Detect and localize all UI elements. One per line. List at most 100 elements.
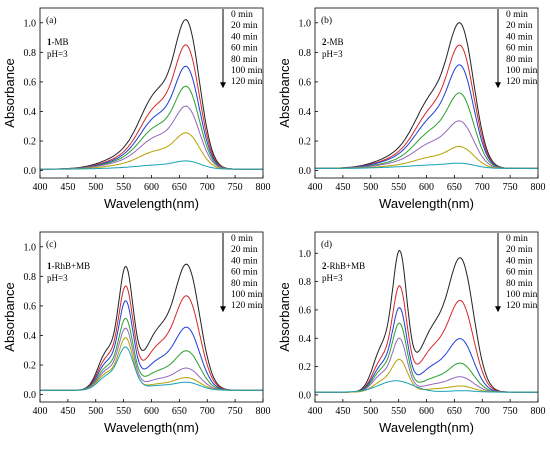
legend-entry: 20 min [506,245,533,255]
ph-label: pH=3 [322,49,343,59]
y-tick-label: 0.8 [299,277,312,288]
legend-entry: 80 min [231,279,258,289]
series-line-7 [40,346,263,391]
x-tick-label: 800 [256,406,271,417]
x-tick-label: 500 [363,406,378,417]
x-tick-label: 450 [335,182,350,193]
y-tick-label: 1.0 [24,242,37,253]
legend-entry: 100 min [231,290,263,300]
panel-2: 400 450 500 550 600 650 700 750 800 0.0 0.2 0.4 0.6 0… [277,7,546,211]
ph-label: pH=3 [47,273,68,283]
plot-frame [39,7,264,179]
series-line-4 [40,85,263,170]
x-tick-label: 500 [88,406,103,417]
sample-label: 2-RhB+MB [322,261,365,271]
legend-entry: 80 min [506,279,533,289]
x-tick-label: 400 [308,406,323,417]
y-axis-title: Absorbance [277,282,292,351]
y-axis-title: Absorbance [2,58,17,127]
x-tick-label: 600 [144,406,159,417]
legend-entry: 40 min [231,256,258,266]
legend-entry: 0 min [231,234,253,244]
x-axis-title: Wavelength(nm) [104,420,199,435]
y-tick-label: 1.0 [24,18,37,29]
y-tick-label: 0.0 [24,390,37,401]
legend-entry: 20 min [231,245,258,255]
y-axis-title: Absorbance [2,282,17,351]
legend-entry: 100 min [506,66,538,76]
series-group [40,19,263,170]
legend-entry: 100 min [231,66,263,76]
legend-entry: 60 min [231,44,258,54]
y-tick-label: 0.2 [24,361,37,372]
x-tick-label: 550 [116,406,131,417]
x-axis-title: Wavelength(nm) [379,420,474,435]
time-arrow-head [220,82,226,89]
x-tick-label: 600 [419,182,434,193]
x-axis-title: Wavelength(nm) [379,196,474,211]
series-line-2 [315,285,538,393]
plot-frame [39,231,264,403]
y-tick-label: 0.8 [24,272,37,283]
y-tick-label: 0.0 [299,166,312,177]
panel-label: (c) [46,239,57,250]
series-line-7 [315,162,538,169]
x-tick-label: 500 [88,182,103,193]
x-tick-label: 750 [503,182,518,193]
y-tick-label: 0.4 [24,331,37,342]
series-group [315,22,538,169]
plot-frame [314,231,539,403]
series-line-1 [315,22,538,169]
x-tick-label: 650 [172,406,187,417]
legend-entry: 40 min [506,256,533,266]
panel-label: (a) [46,15,57,26]
legend-entry: 0 min [231,10,253,20]
y-tick-label: 0.8 [24,48,37,59]
x-tick-label: 700 [475,406,490,417]
x-tick-label: 450 [335,406,350,417]
ph-label: pH=3 [47,49,68,59]
series-line-3 [40,300,263,391]
x-tick-label: 550 [116,182,131,193]
x-tick-label: 750 [228,406,243,417]
series-line-5 [40,105,263,170]
series-line-1 [315,249,538,393]
legend-entry: 0 min [506,10,528,20]
y-tick-label: 0.4 [299,107,312,118]
panel-label: (b) [321,15,332,26]
x-tick-label: 750 [228,182,243,193]
x-tick-label: 400 [33,406,48,417]
x-tick-label: 550 [391,406,406,417]
legend-entry: 120 min [231,77,263,87]
y-tick-label: 0.6 [299,77,312,88]
ph-label: pH=3 [322,273,343,283]
legend-entry: 120 min [231,301,263,311]
legend-entry: 20 min [231,21,258,31]
legend-entry: 60 min [506,44,533,54]
y-tick-label: 0.6 [24,77,37,88]
y-axis-title: Absorbance [277,58,292,127]
series-line-5 [315,120,538,169]
y-tick-label: 0.4 [24,107,37,118]
x-tick-label: 650 [447,182,462,193]
y-tick-label: 0.2 [299,362,312,373]
x-tick-label: 750 [503,406,518,417]
x-tick-label: 600 [419,406,434,417]
x-tick-label: 800 [531,182,546,193]
plot-frame [314,7,539,179]
legend-entry: 80 min [231,55,258,65]
y-tick-label: 1.0 [299,18,312,29]
legend-entry: 40 min [506,32,533,42]
series-group [315,249,538,393]
legend-entry: 0 min [506,234,528,244]
y-tick-label: 0.8 [299,48,312,59]
panel-label: (d) [321,239,332,250]
y-tick-label: 0.0 [299,390,312,401]
legend-entry: 20 min [506,21,533,31]
x-tick-label: 650 [447,406,462,417]
time-arrow-head [495,306,501,313]
series-line-3 [315,307,538,393]
x-tick-label: 700 [200,406,215,417]
series-line-1 [40,19,263,170]
series-line-3 [315,64,538,169]
